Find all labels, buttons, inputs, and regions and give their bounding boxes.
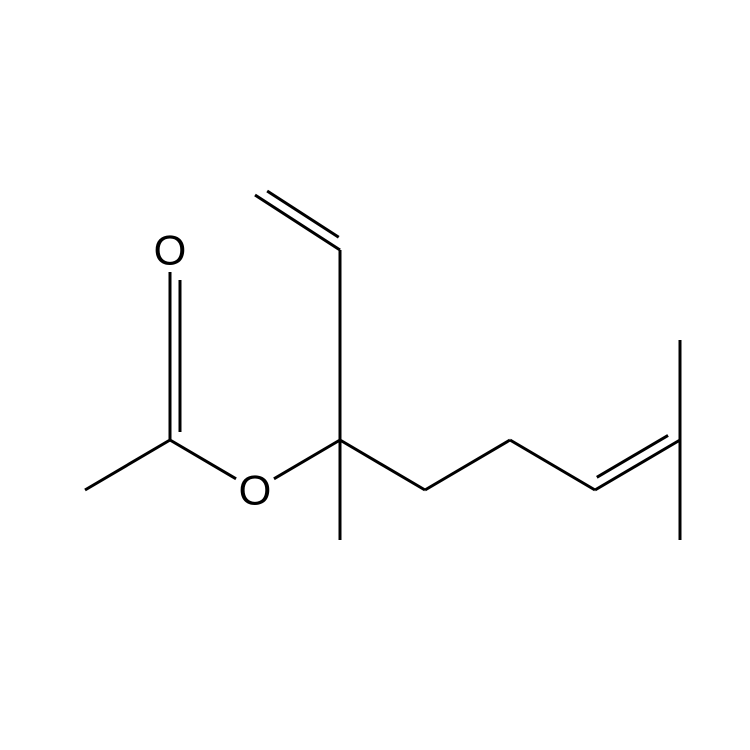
bond-line (274, 440, 340, 479)
bond-line (85, 440, 170, 490)
bond-line (267, 191, 339, 237)
bond-line (425, 440, 510, 490)
bond-line (255, 195, 340, 250)
atom-label-o: O (154, 227, 187, 274)
molecule-canvas: OO (0, 0, 750, 750)
bond-line (510, 440, 595, 490)
bond-line (340, 440, 425, 490)
bond-line (597, 435, 668, 477)
molecule-svg: OO (0, 0, 750, 750)
atom-label-o: O (239, 467, 272, 514)
bond-line (170, 440, 236, 479)
bond-line (595, 440, 680, 490)
